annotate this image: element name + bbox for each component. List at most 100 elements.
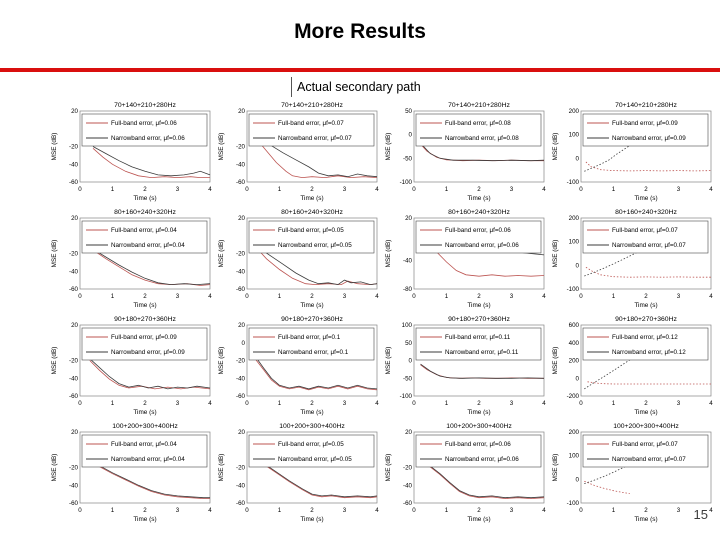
y-tick-label: 100 bbox=[569, 132, 580, 139]
x-tick-label: 1 bbox=[278, 293, 282, 300]
subplot-5: 80+160+240+320Hz MSE (dB) 20 -20 -40 -600 1 2 3 4… bbox=[51, 209, 212, 309]
legend-label: Narrowband error, μf=0.04 bbox=[111, 242, 185, 249]
x-tick-label: 0 bbox=[412, 507, 416, 514]
legend-label: Full-band error, μf=0.08 bbox=[445, 120, 511, 127]
x-tick-label: 3 bbox=[677, 293, 681, 300]
y-tick-label: 20 bbox=[405, 215, 412, 222]
x-axis-label: Time (s) bbox=[300, 409, 323, 416]
x-tick-label: 2 bbox=[477, 507, 481, 514]
figure-caption: Actual secondary path bbox=[291, 77, 421, 97]
y-tick-label: 20 bbox=[238, 215, 245, 222]
x-tick-label: 0 bbox=[78, 293, 82, 300]
y-tick-label: -20 bbox=[69, 358, 79, 365]
series-narrowband-line bbox=[254, 355, 378, 390]
y-tick-label: 100 bbox=[569, 239, 580, 246]
plot-frame bbox=[246, 217, 378, 290]
y-tick-label: -100 bbox=[400, 179, 413, 186]
plot-frame bbox=[413, 324, 545, 397]
y-tick-label: -40 bbox=[403, 258, 413, 265]
x-tick-label: 2 bbox=[310, 186, 314, 193]
y-tick-label: 100 bbox=[402, 322, 413, 329]
series-narrowband-line bbox=[256, 246, 378, 286]
y-tick-label: -20 bbox=[236, 144, 246, 151]
x-tick-label: 0 bbox=[579, 186, 583, 193]
x-tick-label: 1 bbox=[612, 400, 616, 407]
series-narrowband-line bbox=[584, 245, 652, 277]
y-axis-label: MSE (dB) bbox=[385, 240, 392, 268]
y-tick-label: 0 bbox=[409, 358, 413, 365]
series-full-band-line bbox=[263, 463, 378, 499]
legend-label: Narrowband error, μf=0.07 bbox=[612, 456, 686, 463]
subplot-title: 70+140+210+280Hz bbox=[448, 102, 510, 109]
plot-frame bbox=[580, 217, 712, 290]
y-axis-label: MSE (dB) bbox=[51, 133, 58, 161]
x-tick-label: 2 bbox=[143, 293, 147, 300]
x-tick-label: 1 bbox=[278, 507, 282, 514]
y-tick-label: 20 bbox=[238, 429, 245, 436]
legend-label: Full-band error, μf=0.1 bbox=[278, 334, 341, 341]
y-tick-label: -50 bbox=[403, 375, 413, 382]
y-tick-label: 0 bbox=[576, 155, 580, 162]
x-axis-label: Time (s) bbox=[133, 302, 156, 309]
plot-frame bbox=[580, 110, 712, 183]
legend-label: Narrowband error, μf=0.04 bbox=[111, 456, 185, 463]
y-tick-label: -40 bbox=[236, 375, 246, 382]
y-axis-label: MSE (dB) bbox=[51, 240, 58, 268]
x-tick-label: 2 bbox=[310, 293, 314, 300]
x-tick-label: 4 bbox=[542, 507, 546, 514]
legend-box bbox=[415, 327, 542, 361]
plot-frame bbox=[246, 324, 378, 397]
y-tick-label: -100 bbox=[567, 500, 580, 507]
series-narrowband-line bbox=[428, 464, 545, 499]
y-axis-label: MSE (dB) bbox=[552, 454, 559, 482]
legend-label: Full-band error, μf=0.07 bbox=[278, 120, 344, 127]
legend-box bbox=[415, 220, 542, 254]
series-full-band-line bbox=[426, 242, 545, 277]
legend-label: Full-band error, μf=0.11 bbox=[445, 334, 511, 341]
x-tick-label: 2 bbox=[644, 293, 648, 300]
legend-label: Full-band error, μf=0.06 bbox=[445, 227, 511, 234]
legend-label: Narrowband error, μf=0.07 bbox=[612, 242, 686, 249]
y-tick-label: -60 bbox=[69, 286, 79, 293]
y-tick-label: -40 bbox=[69, 482, 79, 489]
x-tick-label: 1 bbox=[278, 400, 282, 407]
x-axis-label: Time (s) bbox=[467, 195, 490, 202]
legend-box bbox=[415, 434, 542, 468]
legend-label: Narrowband error, μf=0.11 bbox=[445, 349, 519, 356]
x-tick-label: 2 bbox=[143, 186, 147, 193]
x-axis-label: Time (s) bbox=[300, 302, 323, 309]
y-tick-label: 50 bbox=[405, 108, 412, 115]
series-full-band-line bbox=[99, 466, 210, 499]
y-tick-label: 50 bbox=[405, 340, 412, 347]
x-tick-label: 3 bbox=[176, 400, 180, 407]
series-narrowband-line bbox=[89, 358, 211, 390]
y-axis-label: MSE (dB) bbox=[218, 240, 225, 268]
subplot-6: 80+160+240+320Hz MSE (dB) 20 -20 -40 -600 1 2 3 4… bbox=[218, 209, 379, 309]
legend-box bbox=[582, 327, 709, 361]
legend-box bbox=[248, 113, 375, 147]
x-tick-label: 1 bbox=[612, 186, 616, 193]
subplot-14: 100+200+300+400Hz MSE (dB) 20 -20 -40 -600 1 2 3… bbox=[218, 423, 379, 523]
series-full-band-line bbox=[587, 381, 711, 385]
x-tick-label: 3 bbox=[510, 293, 514, 300]
subplot-title: 100+200+300+400Hz bbox=[279, 423, 345, 430]
subplot-title: 90+180+270+360Hz bbox=[114, 316, 176, 323]
y-tick-label: -60 bbox=[236, 286, 246, 293]
series-narrowband-line bbox=[92, 248, 211, 286]
y-tick-label: -60 bbox=[69, 393, 79, 400]
x-tick-label: 4 bbox=[542, 293, 546, 300]
page-title: More Results bbox=[294, 20, 426, 43]
x-tick-label: 1 bbox=[111, 400, 115, 407]
plot-frame bbox=[79, 431, 211, 504]
y-tick-label: -100 bbox=[567, 179, 580, 186]
subplot-title: 90+180+270+360Hz bbox=[281, 316, 343, 323]
y-tick-label: 200 bbox=[569, 358, 580, 365]
y-axis-label: MSE (dB) bbox=[552, 133, 559, 161]
series-narrowband-line bbox=[584, 130, 653, 172]
y-tick-label: 100 bbox=[569, 453, 580, 460]
subplot-title: 100+200+300+400Hz bbox=[112, 423, 178, 430]
y-tick-label: 0 bbox=[576, 262, 580, 269]
y-axis-label: MSE (dB) bbox=[218, 347, 225, 375]
